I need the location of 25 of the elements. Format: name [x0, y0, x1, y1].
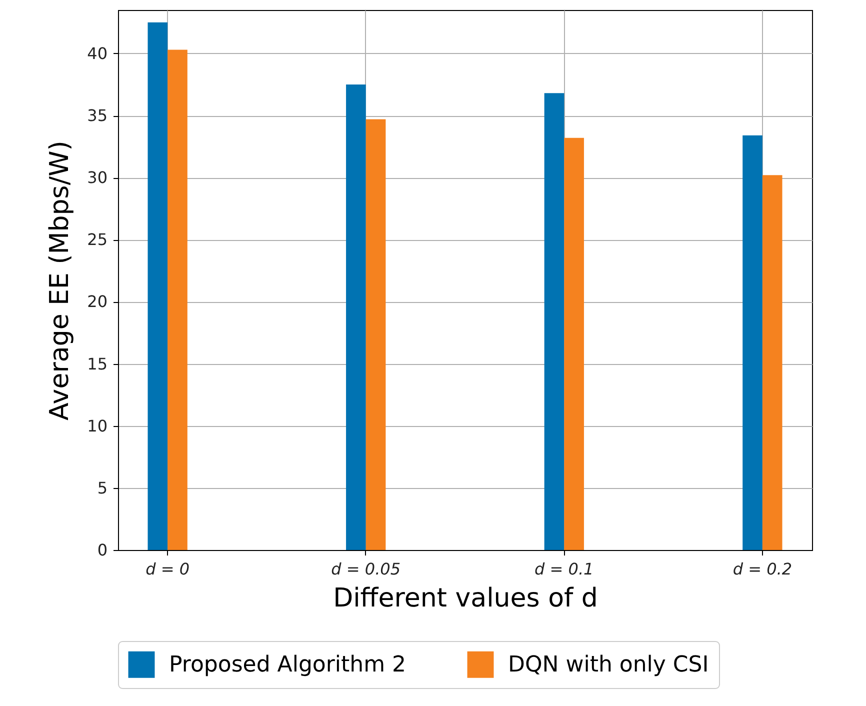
- x-tick-label: d = 0.2: [732, 560, 792, 578]
- y-tick-label: 30: [87, 168, 108, 188]
- y-tick-label: 25: [87, 230, 108, 250]
- y-tick-label: 5: [97, 478, 108, 498]
- y-tick-label: 0: [97, 540, 108, 560]
- bar: [564, 138, 584, 550]
- y-axis-title: Average EE (Mbps/W): [45, 140, 76, 420]
- bar: [742, 135, 762, 550]
- legend-label: DQN with only CSI: [508, 652, 709, 678]
- y-tick-label: 40: [87, 44, 108, 63]
- bar: [762, 175, 782, 550]
- y-tick-label: 20: [87, 292, 108, 312]
- legend-label: Proposed Algorithm 2: [169, 652, 406, 678]
- bar: [168, 50, 188, 550]
- y-tick-label: 35: [87, 106, 108, 126]
- x-tick-label: d = 0.05: [331, 560, 401, 578]
- bar: [346, 84, 366, 550]
- y-tick-label: 10: [87, 416, 108, 436]
- bar: [544, 93, 564, 550]
- x-tick-label: d = 0.1: [534, 560, 594, 578]
- x-axis-title: Different values of d: [333, 584, 598, 614]
- x-tick-label: d = 0: [146, 560, 190, 578]
- bar: [148, 22, 168, 550]
- bar: [366, 119, 386, 550]
- y-tick-label: 15: [87, 354, 108, 374]
